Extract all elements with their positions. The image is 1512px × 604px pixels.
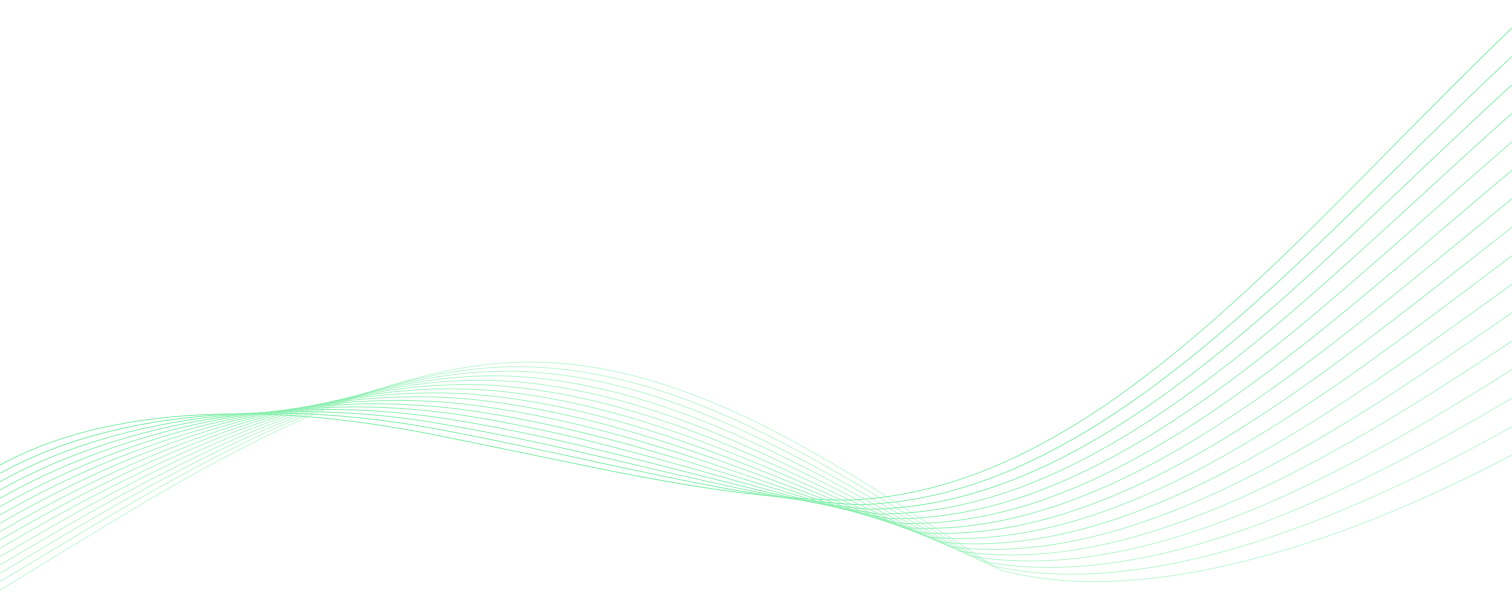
wave-line bbox=[0, 312, 1512, 550]
wave-line bbox=[0, 198, 1512, 529]
wave-line bbox=[0, 366, 1512, 583]
wave-line bbox=[0, 27, 1512, 501]
wave-line bbox=[0, 283, 1512, 545]
wave-line bbox=[0, 141, 1512, 520]
wave-line bbox=[0, 169, 1512, 524]
wave-line bbox=[0, 255, 1512, 539]
wave-line bbox=[0, 340, 1512, 558]
wave-line bbox=[0, 369, 1512, 566]
wave-line bbox=[0, 361, 1512, 591]
wave-line bbox=[0, 56, 1512, 506]
wave-line bbox=[0, 370, 1512, 574]
wave-line bbox=[0, 226, 1512, 534]
wave-line bbox=[0, 113, 1512, 515]
wave-line bbox=[0, 84, 1512, 510]
